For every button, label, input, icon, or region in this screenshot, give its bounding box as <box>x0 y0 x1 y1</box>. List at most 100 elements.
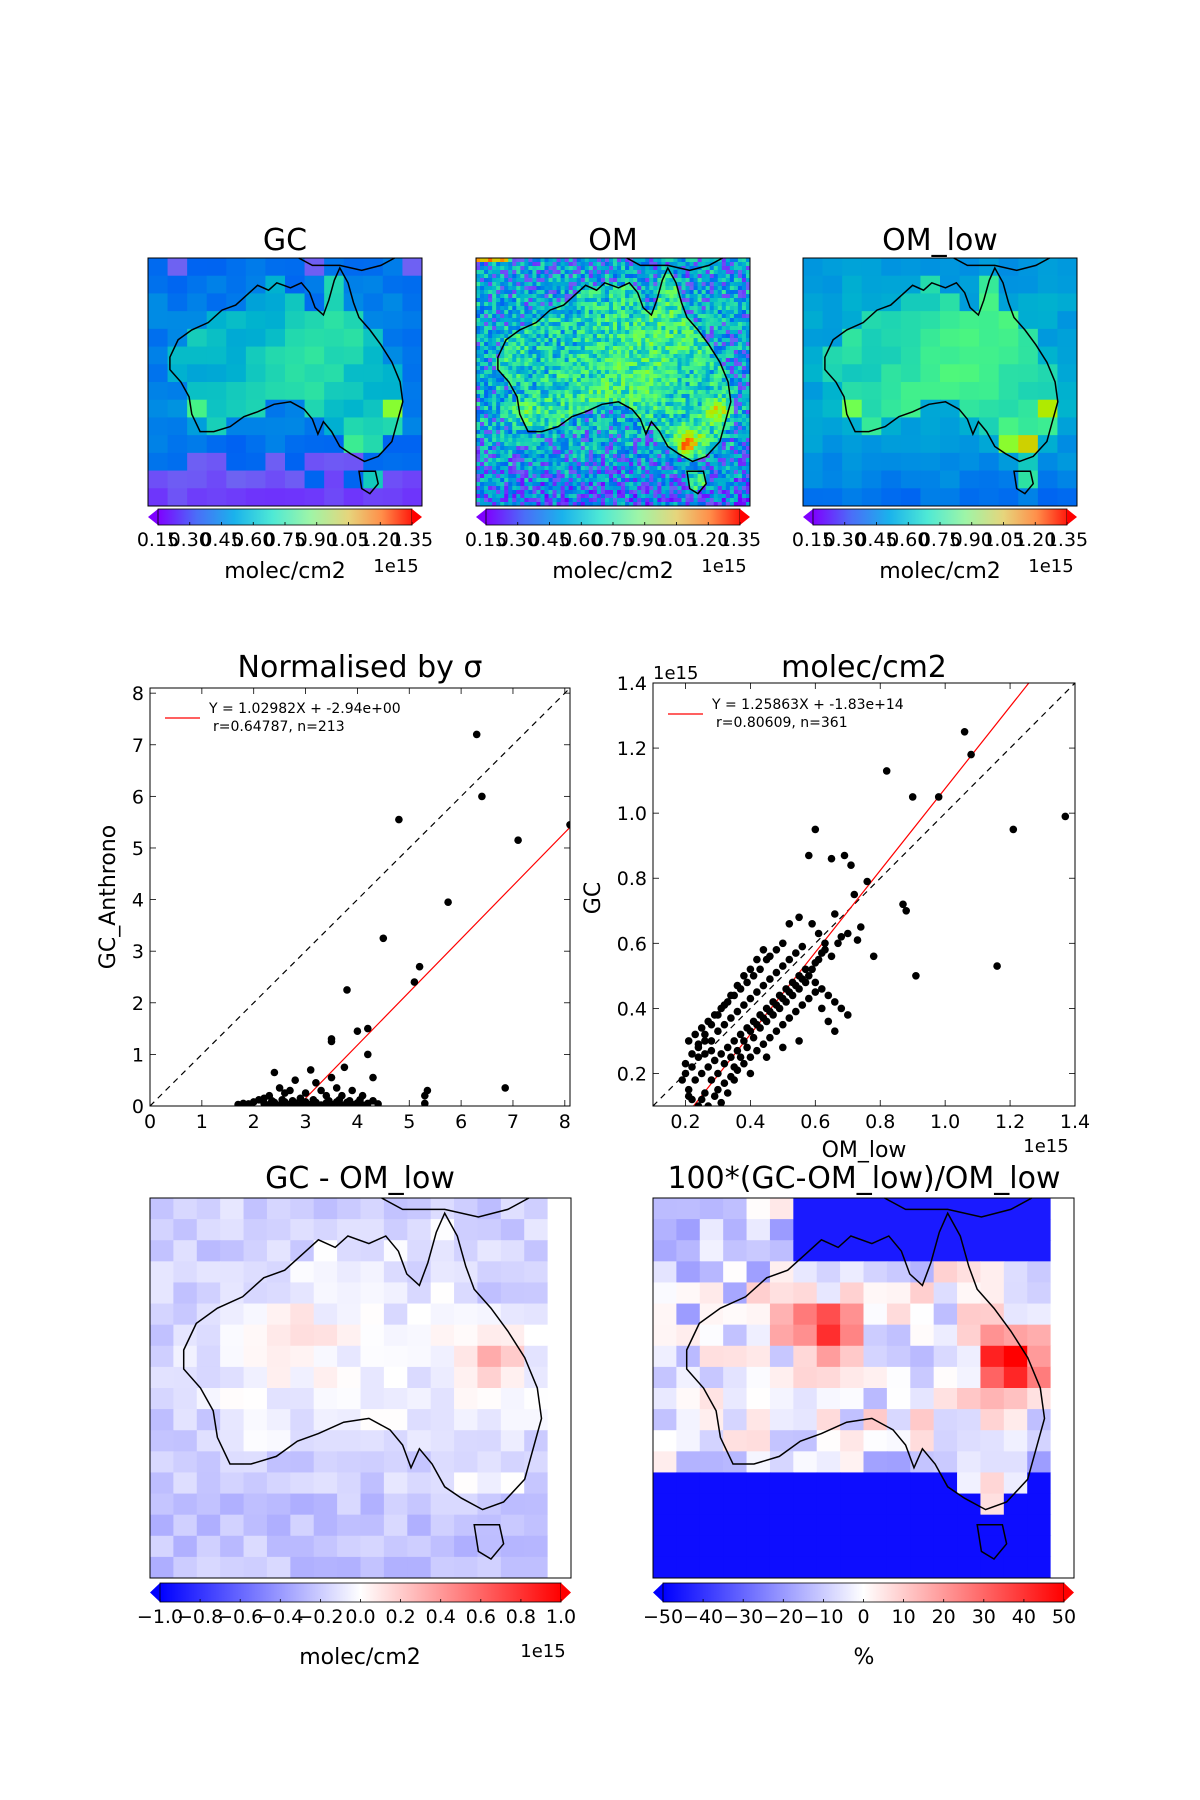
scatter2-point <box>792 1007 800 1016</box>
map-om-frame <box>475 257 751 507</box>
scatter2-point <box>869 952 878 961</box>
scatter1-point <box>369 1073 377 1082</box>
scatter2-point <box>795 913 803 922</box>
scatter2-point <box>967 750 975 759</box>
scatter2-point <box>746 1069 755 1078</box>
scatter2-one-to-one-line <box>653 683 1075 1106</box>
scatter2-point <box>821 939 829 948</box>
scatter2-point <box>772 968 781 977</box>
map-om-colorbar: 0.150.300.450.600.750.901.051.201.35 <box>465 508 761 551</box>
map-pct-title: 100*(GC-OM_low)/OM_low <box>667 1161 1060 1196</box>
map-diff-cbar-label: molec/cm2 <box>299 1645 421 1670</box>
map-om-cbar-tick-label: 1.05 <box>655 529 697 551</box>
map-om-coastline <box>497 257 732 495</box>
scatter2-ytick-label: 0.2 <box>617 1063 647 1085</box>
map-om-low-cbar-label: molec/cm2 <box>879 559 1001 584</box>
scatter2-point <box>766 975 774 983</box>
scatter2-point <box>733 1046 742 1055</box>
scatter2-point <box>723 1043 732 1052</box>
scatter1-point <box>301 1089 310 1097</box>
map-om-low-cbar-tick-label: 1.05 <box>982 529 1024 551</box>
scatter1-point <box>472 730 481 739</box>
map-diff-coast-tasmania <box>473 1524 505 1560</box>
map-diff-cbar-extend-min <box>150 1583 160 1602</box>
scatter1-xtick-label: 8 <box>559 1111 571 1133</box>
scatter2-point <box>688 1050 696 1058</box>
scatter2-point <box>801 965 810 974</box>
map-diff-cbar-tick-label: −0.8 <box>177 1606 223 1628</box>
scatter2-point <box>785 1014 794 1022</box>
scatter2-point <box>704 1063 712 1071</box>
scatter1-xtick-label: 1 <box>196 1111 208 1133</box>
scatter2-point <box>681 1069 690 1078</box>
scatter2-point <box>912 972 920 980</box>
scatter1-title: Normalised by σ <box>238 650 483 685</box>
map-om-low-coast-north-coast <box>953 257 1050 272</box>
map-gc-cbar-extend-min <box>148 509 158 525</box>
scatter2-point <box>697 1024 706 1032</box>
scatter1-xtick-label: 3 <box>300 1111 312 1133</box>
scatter2-point <box>831 998 839 1006</box>
scatter2-point <box>749 972 758 980</box>
map-diff: GC - OM_low −1.0−0.8−0.6−0.4−0.2 0.0 0.2 0.… <box>137 1161 576 1670</box>
map-diff-coast-north-coast <box>381 1197 530 1218</box>
scatter1-xtick-label: 4 <box>351 1111 363 1133</box>
map-pct-cbar-tick-label: −20 <box>763 1606 803 1628</box>
scatter1-point <box>288 1097 297 1105</box>
scatter1-point <box>410 978 419 986</box>
map-pct-cbar-extend-min <box>653 1583 663 1602</box>
map-pct-coast-tasmania <box>976 1524 1008 1560</box>
scatter2-point <box>814 955 823 964</box>
scatter2-point <box>688 1063 696 1071</box>
map-om-low: OM_low 0.150.300.450.600.750.901.051.201… <box>792 223 1088 584</box>
scatter1-ytick-label: 7 <box>132 735 144 757</box>
scatter2-point <box>684 1085 693 1094</box>
scatter2-point <box>746 994 755 1003</box>
scatter1-point <box>325 1097 333 1105</box>
scatter2-point <box>727 1053 735 1061</box>
map-gc-cbar-tick-label: 1.35 <box>391 529 433 551</box>
scatter2-ytick-label: 0.8 <box>617 868 647 890</box>
scatter1-point <box>340 1063 349 1072</box>
map-om-low-coast-tasmania <box>1013 470 1035 495</box>
map-gc-coast-tasmania <box>358 470 380 495</box>
map-pct-cbar-tick-label: 50 <box>1052 1606 1076 1628</box>
scatter2-ticks: 0.2 0.4 0.6 0.8 1.0 1.2 1.4 0.2 0.4 0.6 0.8 1.0 1.2 1… <box>617 673 1090 1133</box>
scatter2-point <box>730 1037 738 1045</box>
map-diff-cbar-tick-label: −0.4 <box>257 1606 303 1628</box>
map-diff-frame <box>149 1197 572 1579</box>
scatter1-ytick-label: 6 <box>132 786 144 808</box>
scatter2-point <box>717 1050 725 1058</box>
map-om-coast-north-coast <box>626 257 723 272</box>
scatter2-point <box>798 942 807 951</box>
scatter2-point <box>766 1033 774 1042</box>
scatter2-point <box>740 1059 748 1068</box>
scatter2-point <box>808 920 816 928</box>
scatter2-point <box>684 1037 693 1045</box>
scatter2-point <box>844 1011 852 1019</box>
scatter2-point <box>882 767 891 775</box>
scatter2-point <box>762 1053 771 1061</box>
scatter2-point <box>697 1069 706 1078</box>
map-diff-title: GC - OM_low <box>265 1161 455 1196</box>
map-om-low-cbar-tick-label: 1.20 <box>1014 529 1056 551</box>
scatter2-point <box>847 861 855 869</box>
scatter1-point <box>306 1066 315 1074</box>
map-om-low-cbar-extend-min <box>803 509 813 525</box>
scatter2-point <box>727 1014 735 1022</box>
scatter2-legend-text-2: r=0.80609, n=361 <box>716 715 848 731</box>
map-pct-cbar-tick-label: 10 <box>892 1606 916 1628</box>
map-pct-colorbar: −50 −40 −30 −20 −10 0 10 20 30 40 50 <box>643 1582 1076 1628</box>
map-diff-cbar-tick-label: 0.8 <box>506 1606 536 1628</box>
scatter1-point <box>296 1101 305 1106</box>
scatter2-point <box>853 936 862 944</box>
scatter2-point <box>814 929 823 938</box>
scatter2-point <box>710 1092 719 1100</box>
scatter2-frame <box>652 682 1076 1107</box>
scatter2-point <box>759 1040 768 1048</box>
scatter2-legend-box <box>661 691 946 737</box>
scatter1-point <box>364 1050 372 1059</box>
scatter2-point <box>723 1089 732 1097</box>
scatter2-point <box>1061 812 1070 821</box>
scatter2-point <box>840 851 849 860</box>
